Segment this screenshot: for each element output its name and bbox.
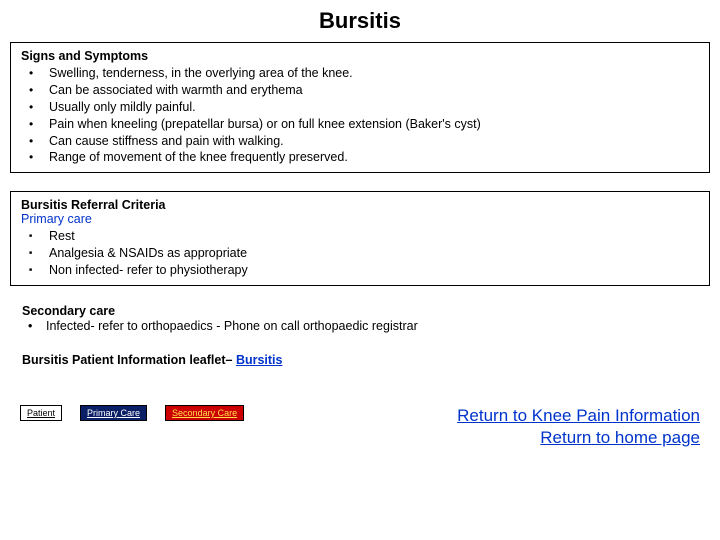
return-home-link[interactable]: Return to home page xyxy=(457,427,700,449)
referral-list: Rest Analgesia & NSAIDs as appropriate N… xyxy=(21,228,699,279)
patient-button[interactable]: Patient xyxy=(20,405,62,421)
referral-heading: Bursitis Referral Criteria xyxy=(21,198,699,212)
signs-symptoms-box: Signs and Symptoms Swelling, tenderness,… xyxy=(10,42,710,173)
list-item: Range of movement of the knee frequently… xyxy=(27,149,699,166)
signs-heading: Signs and Symptoms xyxy=(21,49,699,63)
leaflet-prefix: Bursitis Patient Information leaflet– xyxy=(22,353,236,367)
list-item: Usually only mildly painful. xyxy=(27,99,699,116)
list-item: Pain when kneeling (prepatellar bursa) o… xyxy=(27,116,699,133)
primary-care-label: Primary care xyxy=(21,212,699,226)
list-item: Can be associated with warmth and erythe… xyxy=(27,82,699,99)
secondary-item: Infected- refer to orthopaedics - Phone … xyxy=(22,318,698,335)
leaflet-line: Bursitis Patient Information leaflet– Bu… xyxy=(10,353,710,367)
secondary-care-block: Secondary care Infected- refer to orthop… xyxy=(10,304,710,335)
return-links: Return to Knee Pain Information Return t… xyxy=(457,405,700,449)
secondary-care-button[interactable]: Secondary Care xyxy=(165,405,244,421)
list-item: Can cause stiffness and pain with walkin… xyxy=(27,133,699,150)
footer-row: Patient Primary Care Secondary Care Retu… xyxy=(10,405,710,449)
list-item: Analgesia & NSAIDs as appropriate xyxy=(27,245,699,262)
list-item: Swelling, tenderness, in the overlying a… xyxy=(27,65,699,82)
list-item: Non infected- refer to physiotherapy xyxy=(27,262,699,279)
list-item: Rest xyxy=(27,228,699,245)
signs-list: Swelling, tenderness, in the overlying a… xyxy=(21,65,699,166)
referral-criteria-box: Bursitis Referral Criteria Primary care … xyxy=(10,191,710,286)
leaflet-link[interactable]: Bursitis xyxy=(236,353,283,367)
primary-care-button[interactable]: Primary Care xyxy=(80,405,147,421)
secondary-heading: Secondary care xyxy=(22,304,698,318)
return-knee-link[interactable]: Return to Knee Pain Information xyxy=(457,405,700,427)
page-title: Bursitis xyxy=(10,8,710,34)
